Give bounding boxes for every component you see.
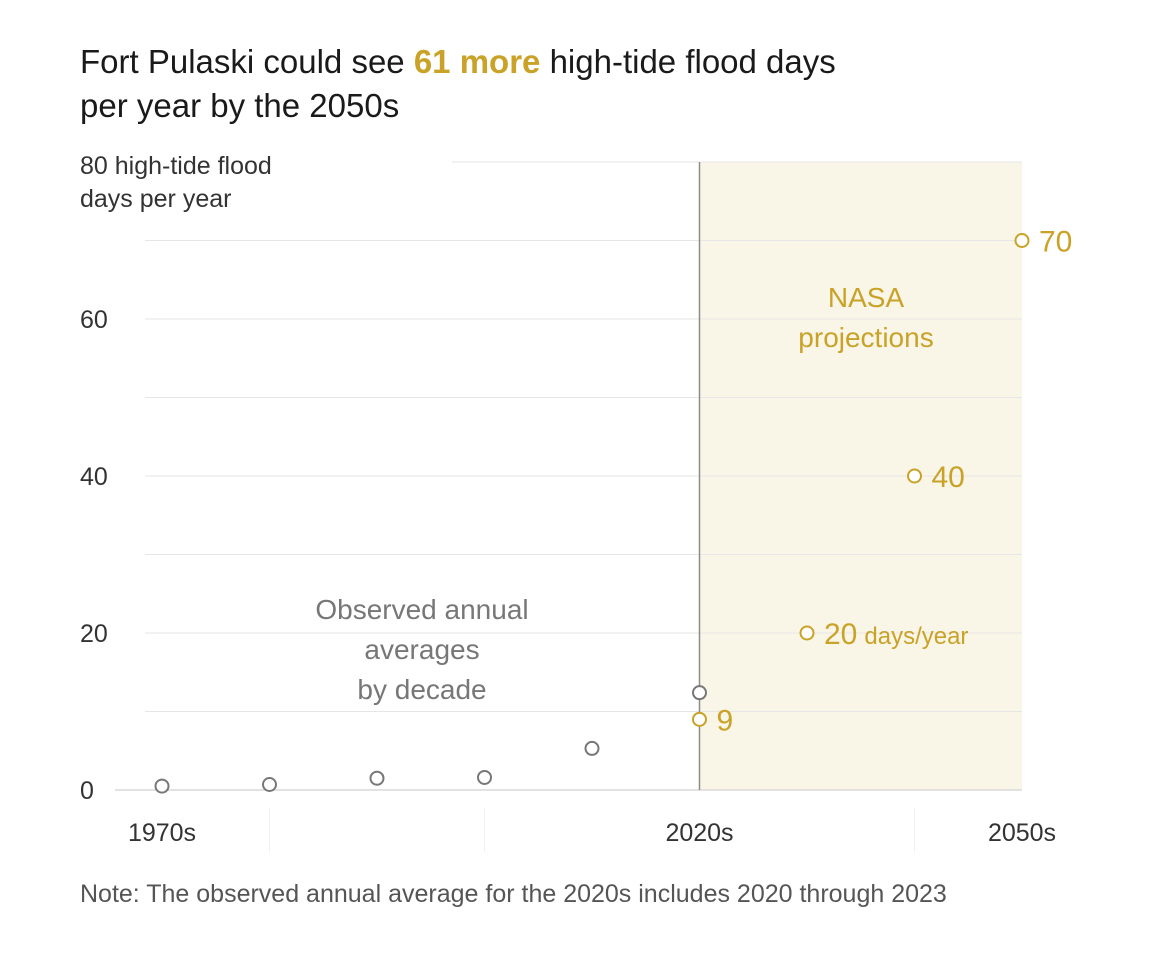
y-unit-label: days per year	[80, 185, 231, 213]
projection-series-label: projections	[798, 322, 933, 353]
projection-data-label: 40	[932, 461, 965, 494]
observed-point	[154, 778, 170, 794]
x-tick-label: 1970s	[128, 819, 196, 847]
y-tick-label: 80 high-tide flood	[80, 152, 272, 180]
chart-title: Fort Pulaski could see 61 more high-tide…	[80, 40, 1080, 128]
projection-data-unit: days/year	[864, 623, 968, 650]
title-text-before: Fort Pulaski could see	[80, 43, 414, 80]
projection-point	[799, 625, 815, 641]
title-text-after: high-tide flood days	[540, 43, 836, 80]
title-highlight: 61 more	[413, 43, 541, 80]
y-tick-label: 40	[80, 463, 108, 491]
observed-point	[262, 777, 277, 793]
observed-series-label: Observed annual	[315, 594, 528, 625]
x-tick-label: 2020s	[665, 819, 733, 847]
observed-series-label: by decade	[357, 674, 486, 705]
chart-note: Note: The observed annual average for th…	[80, 880, 947, 908]
title-line-2: per year by the 2050s	[80, 87, 400, 124]
projection-series-label: NASA	[828, 282, 905, 313]
projection-data-label: 20 days/year	[824, 618, 968, 651]
y-tick-label: 0	[80, 777, 94, 805]
projection-point	[692, 711, 707, 727]
projection-data-label: 9	[717, 704, 734, 737]
observed-point	[692, 685, 707, 701]
observed-point	[477, 769, 492, 785]
x-tick-label: 2050s	[988, 819, 1056, 847]
y-tick-label: 20	[80, 620, 108, 648]
projection-point	[1014, 233, 1030, 248]
observed-series-label: averages	[364, 634, 479, 665]
projection-data-label: 70	[1039, 226, 1072, 259]
y-tick-label: 60	[80, 306, 108, 334]
observed-point	[369, 770, 385, 786]
projection-point	[907, 468, 922, 484]
observed-point	[584, 740, 600, 756]
